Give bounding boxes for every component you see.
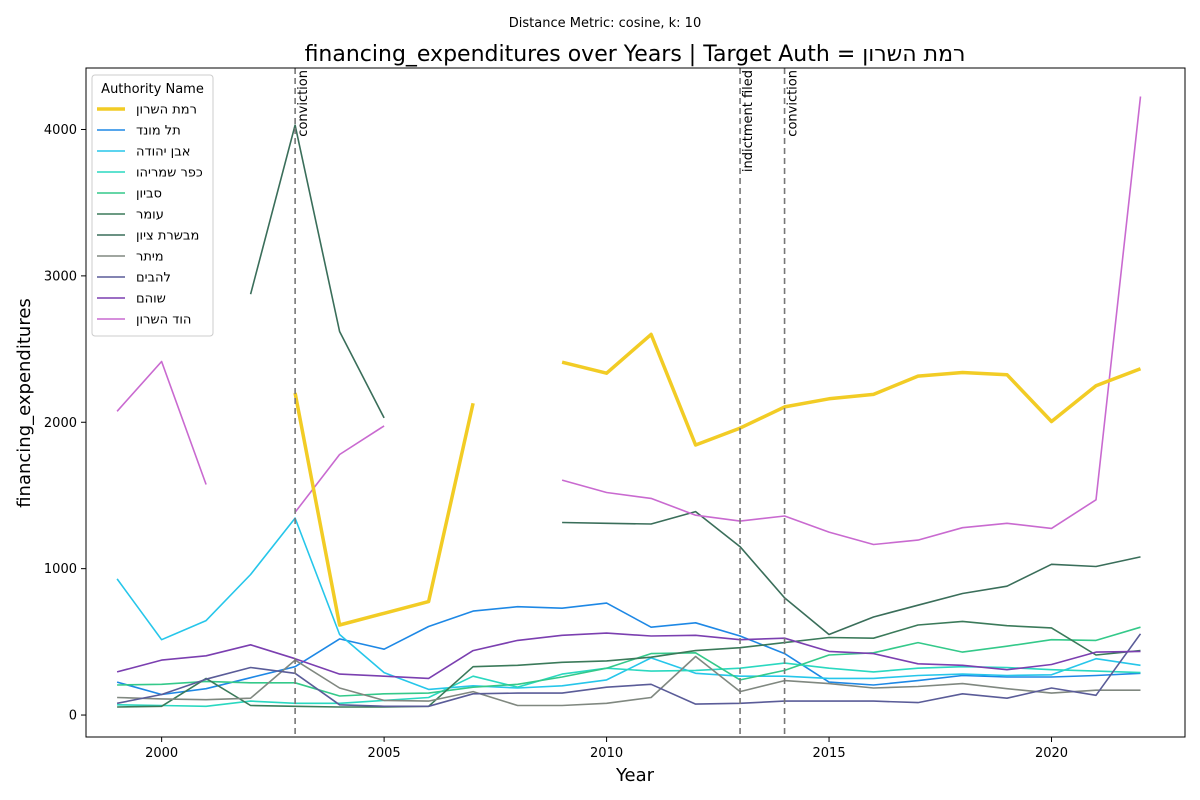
legend-entry-8: להבים (136, 271, 171, 286)
series-line-8 (116, 633, 1142, 708)
axes: conviction indictment filed conviction 2000… (44, 67, 1186, 761)
series-line-9 (116, 632, 1141, 680)
y-tick-label: 0 (69, 709, 77, 724)
legend-entry-1: תל מונד (136, 124, 181, 139)
chart-title: financing_expenditures over Years | Targ… (305, 42, 966, 67)
y-axis-label: financing_expenditures (14, 298, 35, 508)
y-tick-label: 1000 (44, 562, 77, 577)
series-line-0 (293, 332, 1142, 627)
series-line-6 (249, 124, 1141, 636)
x-tick-label: 2020 (1035, 746, 1068, 761)
legend-entry-10: הוד השרון (136, 313, 191, 328)
x-axis-label: Year (615, 765, 655, 786)
series-line-1 (116, 602, 1141, 696)
event-label-0: conviction (296, 70, 311, 137)
legend-entry-2: אבן יהודה (136, 145, 190, 160)
event-label-2: conviction (786, 70, 801, 137)
x-tick-label: 2005 (368, 746, 401, 761)
legend: Authority Name רמת השרון תל מונד אבן יהודה כ… (91, 74, 214, 337)
legend-box (91, 74, 214, 337)
x-tick-label: 2015 (813, 746, 846, 761)
legend-entry-4: סביון (136, 187, 162, 202)
legend-entry-3: כפר שמריהו (136, 166, 203, 181)
y-tick-label: 4000 (44, 123, 77, 138)
legend-entry-7: מיתר (136, 250, 164, 265)
series-line-5 (117, 620, 1141, 708)
legend-entry-9: שוהם (136, 292, 166, 307)
series-line-7 (117, 655, 1141, 707)
series-line-10 (116, 96, 1142, 546)
legend-entry-5: עומר (136, 208, 164, 223)
x-tick-label: 2000 (145, 746, 178, 761)
series-line-4 (117, 626, 1141, 697)
plot-frame (85, 67, 1186, 738)
chart-subtitle: Distance Metric: cosine, k: 10 (509, 16, 701, 31)
y-tick-label: 3000 (44, 269, 77, 284)
series-line-2 (116, 517, 1141, 691)
legend-entry-0: רמת השרון (136, 103, 197, 118)
x-tick-label: 2010 (590, 746, 623, 761)
plot-area (116, 96, 1142, 708)
legend-title: Authority Name (101, 82, 204, 97)
event-label-1: indictment filed (741, 70, 756, 172)
y-tick-label: 2000 (44, 416, 77, 431)
legend-entry-6: מבשרת ציון (136, 229, 199, 244)
